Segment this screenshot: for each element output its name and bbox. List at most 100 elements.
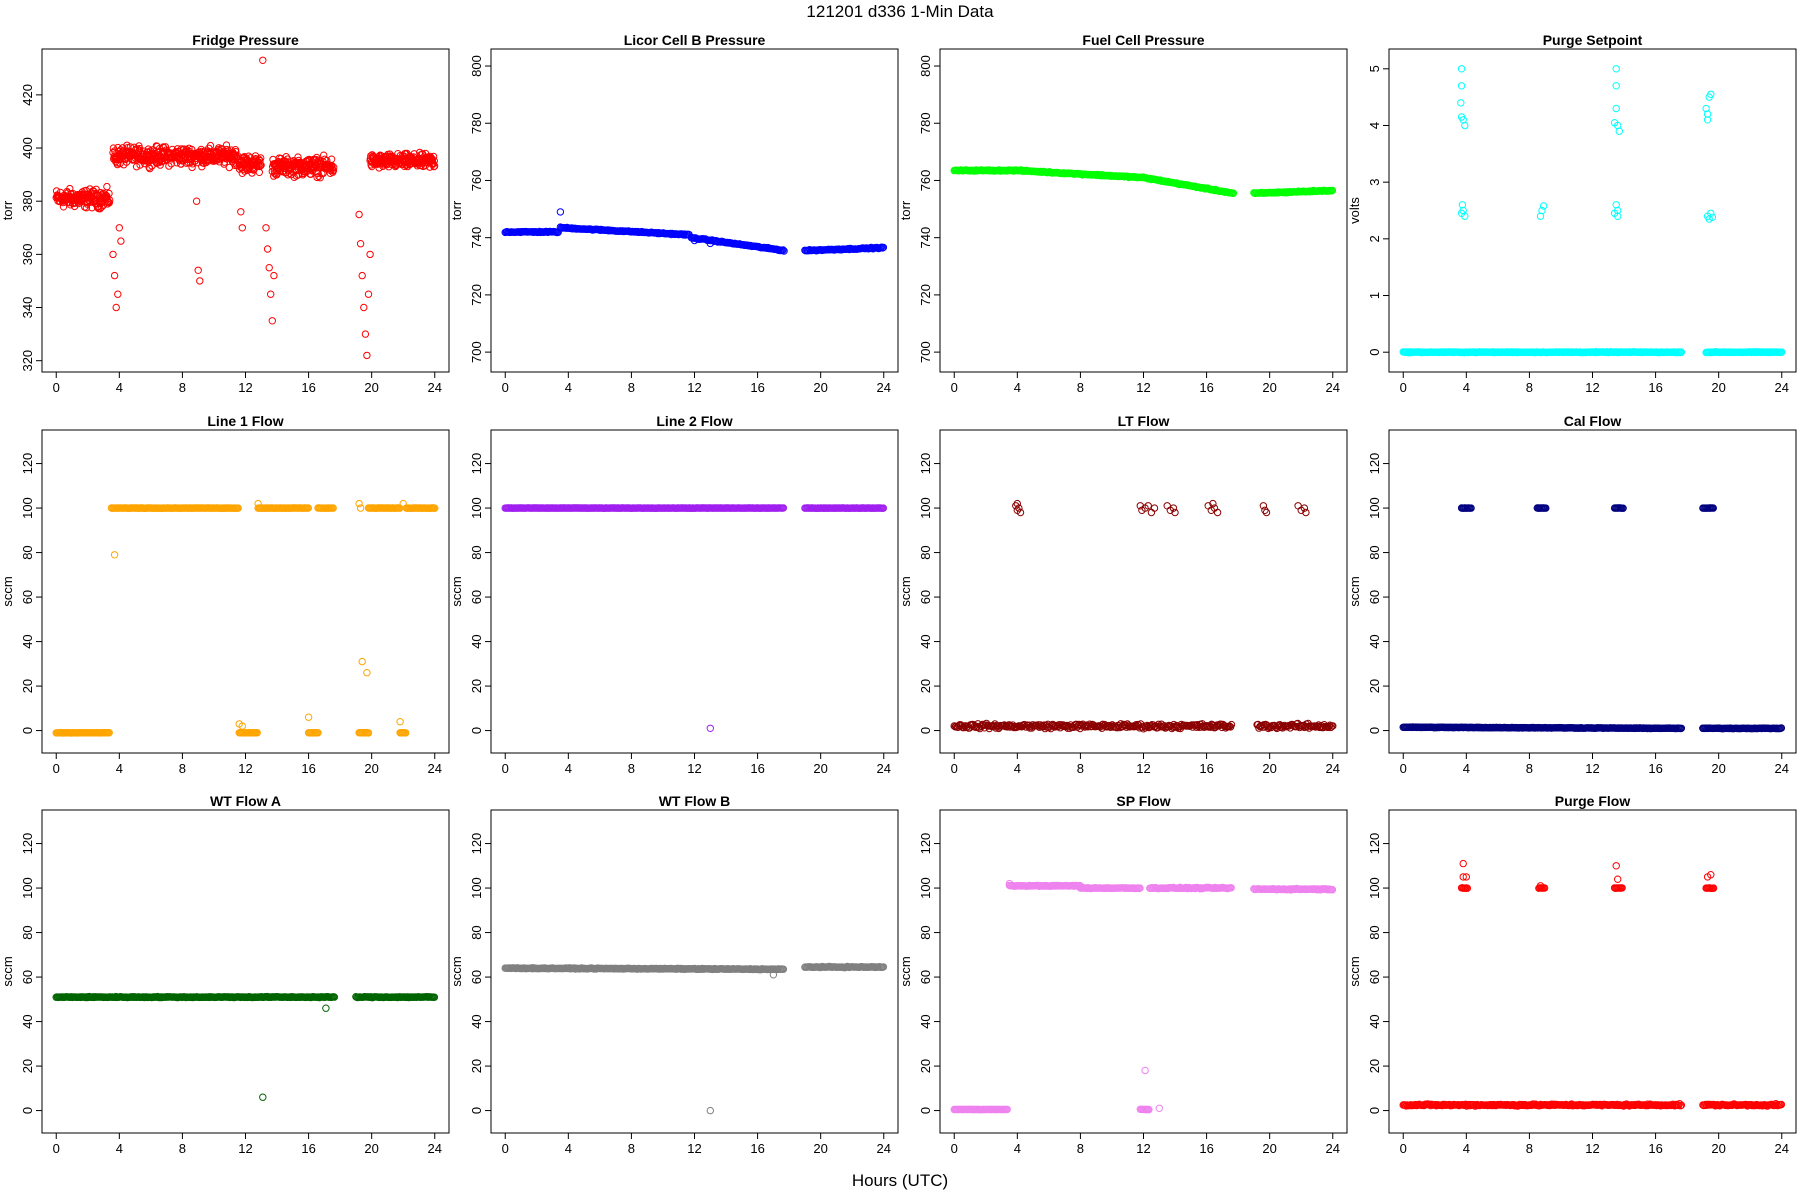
data-series xyxy=(52,56,439,360)
chart-title: Purge Setpoint xyxy=(1543,32,1643,48)
plot-frame xyxy=(939,809,1348,1134)
data-point xyxy=(706,1106,714,1115)
data-point xyxy=(237,208,245,216)
y-tick-label: 40 xyxy=(1367,634,1382,648)
data-point xyxy=(188,163,196,172)
y-tick-label: 760 xyxy=(469,170,484,192)
plot-frame xyxy=(939,429,1348,754)
y-tick-label: 120 xyxy=(918,453,933,475)
y-tick-label: 740 xyxy=(918,227,933,249)
data-point xyxy=(879,243,888,252)
data-point xyxy=(396,718,404,726)
data-point xyxy=(114,290,122,298)
data-point xyxy=(253,729,261,737)
y-tick-label: 720 xyxy=(918,284,933,306)
data-point xyxy=(257,154,265,162)
data-point xyxy=(431,504,439,512)
data-point xyxy=(238,722,247,730)
y-tick-label: 120 xyxy=(918,833,933,855)
y-axis-label: torr xyxy=(898,200,913,220)
y-axis-label: sccm xyxy=(449,956,464,986)
chart-title: WT Flow A xyxy=(210,793,281,809)
data-point xyxy=(66,184,74,193)
x-tick-label: 12 xyxy=(238,761,252,776)
x-tick-label: 24 xyxy=(1775,761,1789,776)
x-tick-label: 8 xyxy=(1526,380,1533,395)
data-series xyxy=(1399,65,1786,357)
x-tick-label: 8 xyxy=(179,1141,186,1156)
data-point xyxy=(329,167,338,175)
data-series xyxy=(950,499,1337,733)
figure-title: 121201 d336 1-Min Data xyxy=(806,2,994,21)
x-tick-label: 0 xyxy=(951,761,958,776)
x-tick-label: 8 xyxy=(179,380,186,395)
x-tick-label: 8 xyxy=(628,380,635,395)
data-point xyxy=(430,162,438,171)
x-tick-label: 12 xyxy=(1585,761,1599,776)
data-series xyxy=(501,962,888,1115)
chart-title: LT Flow xyxy=(1118,413,1170,429)
y-tick-label: 1 xyxy=(1367,292,1382,299)
data-point xyxy=(192,197,201,205)
y-tick-label: 800 xyxy=(918,55,933,77)
y-tick-label: 40 xyxy=(918,1014,933,1028)
x-tick-label: 12 xyxy=(1136,380,1150,395)
y-tick-label: 4 xyxy=(1367,122,1382,129)
data-point xyxy=(361,330,370,338)
y-axis-label: sccm xyxy=(0,576,15,606)
y-tick-label: 100 xyxy=(1367,497,1382,519)
data-point xyxy=(1703,116,1712,124)
y-tick-label: 40 xyxy=(20,634,35,648)
y-axis-label: torr xyxy=(0,200,15,220)
x-tick-label: 12 xyxy=(1136,1141,1150,1156)
y-tick-label: 60 xyxy=(918,590,933,604)
x-tick-label: 20 xyxy=(1711,380,1725,395)
x-tick-label: 20 xyxy=(364,761,378,776)
x-tick-label: 4 xyxy=(1463,761,1470,776)
data-point xyxy=(232,152,241,161)
data-point xyxy=(355,210,363,219)
y-tick-label: 60 xyxy=(469,590,484,604)
data-point xyxy=(399,499,407,508)
x-tick-label: 16 xyxy=(750,761,764,776)
y-axis-label: sccm xyxy=(449,576,464,606)
data-point xyxy=(1677,348,1686,356)
data-point xyxy=(105,199,114,207)
data-point xyxy=(360,303,368,312)
y-tick-label: 740 xyxy=(469,227,484,249)
data-point xyxy=(196,277,204,285)
data-point xyxy=(1457,82,1466,90)
y-tick-label: 0 xyxy=(1367,727,1382,734)
data-point xyxy=(1612,82,1620,90)
x-tick-label: 12 xyxy=(1136,761,1150,776)
x-tick-label: 20 xyxy=(1711,761,1725,776)
data-point xyxy=(356,240,365,248)
x-tick-label: 16 xyxy=(1199,761,1213,776)
y-tick-label: 780 xyxy=(918,112,933,134)
x-tick-label: 0 xyxy=(1400,761,1407,776)
x-tick-label: 16 xyxy=(1199,380,1213,395)
y-axis-label: sccm xyxy=(898,956,913,986)
y-tick-label: 0 xyxy=(469,1107,484,1114)
x-tick-label: 20 xyxy=(364,380,378,395)
x-tick-label: 20 xyxy=(1262,1141,1276,1156)
plot-frame xyxy=(1388,429,1797,754)
data-point xyxy=(322,1004,330,1012)
y-tick-label: 400 xyxy=(20,137,35,159)
data-point xyxy=(106,196,114,204)
data-point xyxy=(1703,110,1712,118)
x-tick-label: 0 xyxy=(53,380,60,395)
y-tick-label: 700 xyxy=(469,341,484,363)
y-tick-label: 80 xyxy=(469,925,484,939)
y-tick-label: 100 xyxy=(469,497,484,519)
x-tick-label: 16 xyxy=(750,380,764,395)
y-tick-label: 3 xyxy=(1367,179,1382,186)
data-point xyxy=(313,173,321,182)
y-tick-label: 340 xyxy=(20,297,35,319)
y-tick-label: 100 xyxy=(20,877,35,899)
y-tick-label: 20 xyxy=(469,1059,484,1073)
x-tick-label: 0 xyxy=(502,761,509,776)
